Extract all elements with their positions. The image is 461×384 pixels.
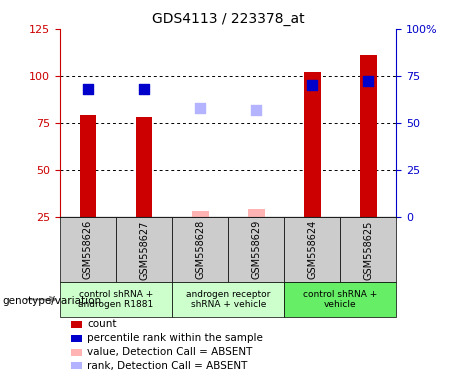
Bar <box>80 115 96 217</box>
Text: GSM558625: GSM558625 <box>363 220 373 280</box>
Point <box>196 105 204 111</box>
Text: GSM558628: GSM558628 <box>195 220 205 280</box>
Bar <box>60 282 172 317</box>
Text: GSM558627: GSM558627 <box>139 220 149 280</box>
Bar <box>116 217 172 282</box>
Bar <box>248 209 265 217</box>
Bar <box>136 117 153 217</box>
Point <box>309 82 316 88</box>
Point <box>140 86 148 92</box>
Bar <box>284 217 340 282</box>
Text: androgen receptor
shRNA + vehicle: androgen receptor shRNA + vehicle <box>186 290 271 309</box>
Text: GSM558629: GSM558629 <box>251 220 261 280</box>
Point <box>365 78 372 84</box>
Point <box>84 86 92 92</box>
Bar <box>60 217 116 282</box>
Bar <box>228 217 284 282</box>
Point <box>253 107 260 113</box>
Text: GSM558624: GSM558624 <box>307 220 317 280</box>
Title: GDS4113 / 223378_at: GDS4113 / 223378_at <box>152 12 305 26</box>
Text: control shRNA +
androgen R1881: control shRNA + androgen R1881 <box>78 290 154 309</box>
Bar <box>172 282 284 317</box>
Bar <box>304 72 321 217</box>
Text: GSM558626: GSM558626 <box>83 220 93 280</box>
Text: control shRNA +
vehicle: control shRNA + vehicle <box>303 290 378 309</box>
Text: rank, Detection Call = ABSENT: rank, Detection Call = ABSENT <box>87 361 248 371</box>
Bar <box>360 55 377 217</box>
Bar <box>192 211 208 217</box>
Text: genotype/variation: genotype/variation <box>2 296 101 306</box>
Bar <box>284 282 396 317</box>
Bar <box>340 217 396 282</box>
Text: percentile rank within the sample: percentile rank within the sample <box>87 333 263 343</box>
Bar <box>172 217 228 282</box>
Text: value, Detection Call = ABSENT: value, Detection Call = ABSENT <box>87 347 253 357</box>
Text: count: count <box>87 319 117 329</box>
